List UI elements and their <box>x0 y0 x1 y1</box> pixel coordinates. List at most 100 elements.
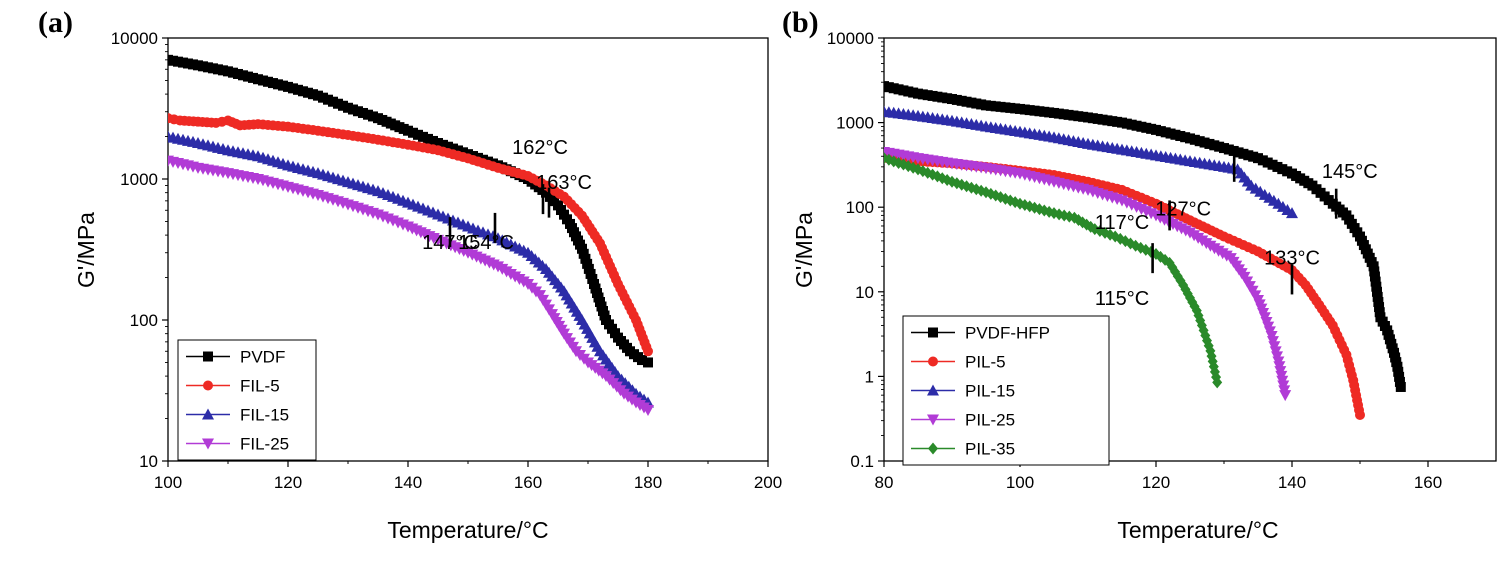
panel-a-legend-entry-fil-5: FIL-5 <box>186 377 280 396</box>
panel-b-x-tick-label: 80 <box>875 473 894 492</box>
panel-b-legend-entry-pil-25-label: PIL-25 <box>965 411 1015 430</box>
panel-b-legend-entry-pil-25-swatch-marker <box>927 414 939 426</box>
panel-b-y-tick-label: 1 <box>865 367 874 386</box>
panel-a-legend: PVDF FIL-5 FIL-15 FIL-25 <box>177 339 317 461</box>
panel-a-annotation-label: 154°C <box>458 232 514 254</box>
panel-b-series-pil-15 <box>884 105 1298 219</box>
panel-a-chart: (a) Temperature/°C G'/MPa 100 120 140 160 18… <box>38 6 782 543</box>
panel-b-series-pvdf-hfp-point <box>1394 371 1405 382</box>
panel-b-label: (b) <box>782 6 819 39</box>
panel-b-legend-entry-pil-25: PIL-25 <box>911 411 1015 430</box>
panel-b-series-pil-35 <box>884 152 1223 389</box>
panel-b-legend-entry-pil-5: PIL-5 <box>911 353 1006 372</box>
panel-b-series-pvdf-hfp <box>884 81 1406 392</box>
panel-b-y-tick-label: 1000 <box>836 114 874 133</box>
panel-a-y-axis-title: G'/MPa <box>73 212 99 288</box>
panel-a-x-tick-label: 160 <box>514 473 542 492</box>
panel-b-series-pil-5-point <box>1355 409 1365 420</box>
panel-b-y-axis-title: G'/MPa <box>791 212 817 288</box>
panel-b-y-tick-label: 10 <box>855 283 874 302</box>
panel-a-x-tick-label: 100 <box>154 473 182 492</box>
panel-a-label: (a) <box>38 6 73 39</box>
panel-a-annotation-label: 163°C <box>536 172 592 194</box>
panel-a-legend-entry-fil-15: FIL-15 <box>186 406 289 425</box>
panel-a-y-tick-label: 10000 <box>111 29 158 48</box>
panel-b-series-pvdf-hfp-point <box>1370 276 1381 287</box>
panel-a-series-fil-15 <box>168 130 654 408</box>
panel-b-legend-entry-pil-5-swatch-marker <box>928 356 938 367</box>
panel-b-legend-entry-pvdf-hfp: PVDF-HFP <box>911 324 1050 343</box>
panel-b-series-pvdf-hfp-point <box>1372 286 1382 297</box>
panel-b-series-pil-25 <box>884 146 1292 402</box>
panel-b-chart: (b) Temperature/°C G'/MPa 80 100 120 140 160… <box>782 6 1497 543</box>
panel-b-legend-entry-pil-5-label: PIL-5 <box>965 353 1006 372</box>
panel-a-legend-entry-pvdf-label: PVDF <box>240 348 285 367</box>
panel-a-legend-entry-fil-25-label: FIL-25 <box>240 435 289 454</box>
panel-a-series-pvdf-point <box>582 258 593 269</box>
panel-a-legend-entry-fil-5-label: FIL-5 <box>240 377 280 396</box>
panel-a-plot-area: 100 120 140 160 180 200 10 100 1000 10000 162°C 163… <box>111 29 782 492</box>
panel-b-series-pvdf-hfp-point <box>1368 261 1379 272</box>
panel-b-legend-entry-pvdf-hfp-label: PVDF-HFP <box>965 324 1050 343</box>
panel-b-series-pvdf-hfp-point <box>1372 291 1383 302</box>
panel-a-series-fil-5-point <box>643 346 653 357</box>
panel-a-legend-entry-fil-5-swatch-marker <box>203 380 213 391</box>
panel-a-legend-entry-pvdf: PVDF <box>186 348 285 367</box>
panel-b-x-tick-label: 100 <box>1006 473 1034 492</box>
panel-a-series-fil-25 <box>168 155 654 416</box>
panel-b-series-pvdf-hfp-point <box>1374 302 1385 313</box>
panel-a-series-pvdf-point <box>577 243 587 254</box>
panel-a-x-tick-label: 120 <box>274 473 302 492</box>
panel-a-legend-entry-fil-15-swatch-marker <box>202 408 214 420</box>
panel-b-x-axis-title: Temperature/°C <box>1117 517 1278 543</box>
panel-a-y-tick-label: 10 <box>139 452 158 471</box>
panel-a-series-layer <box>168 54 654 416</box>
panel-a-x-axis-title: Temperature/°C <box>387 517 548 543</box>
panel-a-legend-entry-fil-25-swatch-marker <box>202 438 214 450</box>
panel-b-y-tick-label: 100 <box>846 198 874 217</box>
panel-b-series-pvdf-hfp-point <box>1369 271 1380 282</box>
panel-b-series-pil-35-point <box>884 153 894 166</box>
panel-b-series-pvdf-hfp-point <box>1374 307 1385 318</box>
panel-a-series-pvdf-point <box>583 263 594 274</box>
panel-b-y-tick-label: 10000 <box>827 29 874 48</box>
panel-b-annotation-label: 145°C <box>1322 161 1378 183</box>
panel-b-legend-entry-pil-15-swatch-marker <box>927 384 939 396</box>
panel-a-series-pvdf-point <box>585 268 596 279</box>
panel-b-series-pvdf-hfp-point <box>1369 266 1380 277</box>
panel-a-series-pvdf-point <box>637 355 647 366</box>
panel-a-annotation-label: 162°C <box>512 137 568 159</box>
panel-b-series-pil-25-point <box>1279 390 1292 402</box>
panel-a-series-fil-5 <box>168 113 653 357</box>
panel-b-series-pil-35-point <box>1212 376 1223 389</box>
panel-b-legend-entry-pil-35: PIL-35 <box>911 440 1015 459</box>
panel-a-x-tick-label: 180 <box>634 473 662 492</box>
panel-b-series-pil-15-point <box>1286 207 1298 219</box>
panel-b-series-pvdf-hfp-point <box>1393 366 1404 377</box>
panel-a-legend-entry-fil-15-label: FIL-15 <box>240 406 289 425</box>
panel-b-annotation-label: 127°C <box>1155 198 1211 220</box>
panel-b-series-layer <box>884 81 1406 420</box>
panel-a-x-tick-label: 200 <box>754 473 782 492</box>
panel-b-series-pvdf-hfp-point <box>1392 361 1403 372</box>
panel-b-series-pvdf-hfp-point <box>1371 281 1382 292</box>
panel-a-series-pvdf-point <box>580 253 591 264</box>
panel-b-x-tick-label: 140 <box>1278 473 1306 492</box>
panel-a-series-pvdf-point <box>587 273 598 284</box>
panel-b-plot-area: 80 100 120 140 160 0.1 1 10 100 1000 10000 145°C 127… <box>827 29 1497 492</box>
panel-b-axes-frame <box>883 37 1497 462</box>
panel-b-annotation-label: 115°C <box>1095 288 1149 310</box>
panel-b-legend-entry-pil-15: PIL-15 <box>911 382 1015 401</box>
panel-b-series-pvdf-hfp-point <box>1394 376 1405 387</box>
panel-a-annotation-label: 147°C <box>422 232 478 254</box>
panel-b-series-pvdf-hfp-point <box>1395 381 1406 392</box>
panel-a-series-pvdf-point <box>578 248 589 259</box>
panel-b-legend-entry-pil-35-swatch-marker <box>928 442 938 455</box>
panel-b-legend-entry-pil-15-label: PIL-15 <box>965 382 1015 401</box>
panel-b-annotation-label: 133°C <box>1264 248 1320 270</box>
panel-a-y-tick-label: 100 <box>130 311 158 330</box>
panel-a-legend-box <box>177 339 317 461</box>
panel-a-y-tick-label: 1000 <box>120 170 158 189</box>
panel-b-legend-entry-pil-35-label: PIL-35 <box>965 440 1015 459</box>
